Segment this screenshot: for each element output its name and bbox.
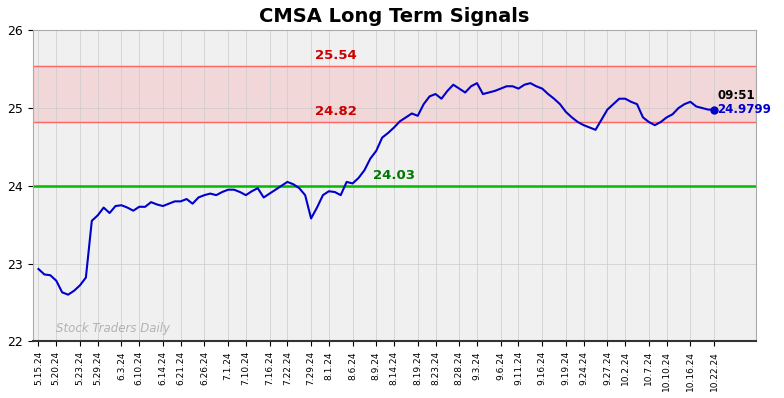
Text: Stock Traders Daily: Stock Traders Daily	[56, 322, 170, 335]
Text: 24.82: 24.82	[315, 105, 358, 118]
Text: 24.9799: 24.9799	[717, 103, 771, 116]
Title: CMSA Long Term Signals: CMSA Long Term Signals	[259, 7, 529, 26]
Text: 24.03: 24.03	[373, 169, 415, 182]
Text: 09:51: 09:51	[717, 90, 755, 103]
Bar	[33, 66, 756, 122]
Text: 25.54: 25.54	[315, 49, 357, 62]
